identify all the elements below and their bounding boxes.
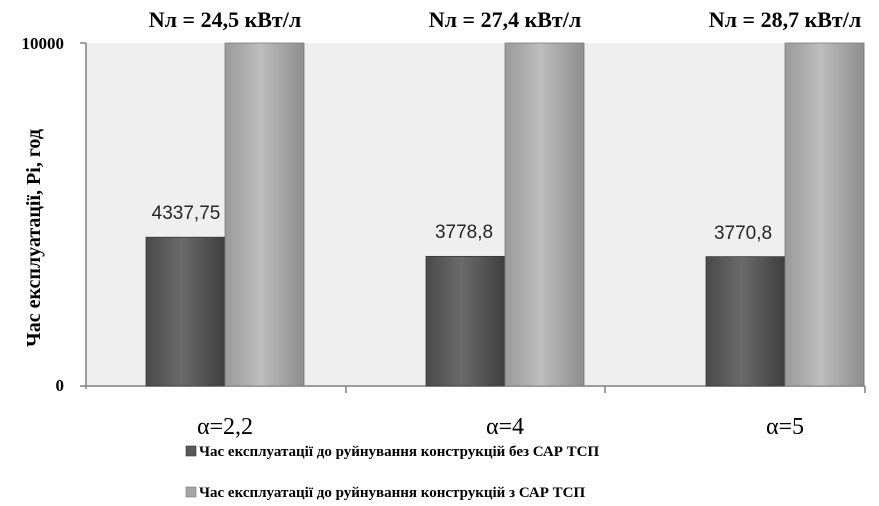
x-category-label: α=5	[766, 414, 804, 440]
legend: Час експлуатації до руйнування конструкц…	[185, 444, 599, 501]
y-axis-title: Час експлуатації, Pi, год	[23, 129, 45, 347]
bars-group	[145, 42, 865, 387]
bar-without-sar	[705, 256, 786, 387]
legend-swatch-with-sar	[185, 486, 197, 498]
data-label: 4337,75	[152, 203, 221, 224]
legend-label: Час експлуатації до руйнування конструкц…	[199, 444, 599, 460]
category-annotation: Nл = 27,4 кВт/л	[429, 7, 581, 32]
bar-with-sar	[784, 42, 865, 387]
bar-with-sar	[504, 42, 585, 387]
category-annotation: Nл = 28,7 кВт/л	[709, 7, 861, 32]
legend-label: Час експлуатації до руйнування конструкц…	[199, 485, 586, 501]
x-category-label: α=4	[486, 414, 524, 440]
x-category-label: α=2,2	[197, 414, 253, 440]
bar-with-sar	[224, 42, 305, 387]
bar-without-sar	[145, 236, 226, 387]
y-tick-label: 10000	[22, 34, 65, 53]
data-label: 3778,8	[435, 222, 493, 243]
legend-swatch-without-sar	[185, 445, 197, 457]
bar-without-sar	[425, 255, 506, 387]
category-annotation: Nл = 24,5 кВт/л	[149, 7, 301, 32]
data-label: 3770,8	[714, 223, 772, 244]
y-tick-label: 0	[56, 376, 65, 395]
